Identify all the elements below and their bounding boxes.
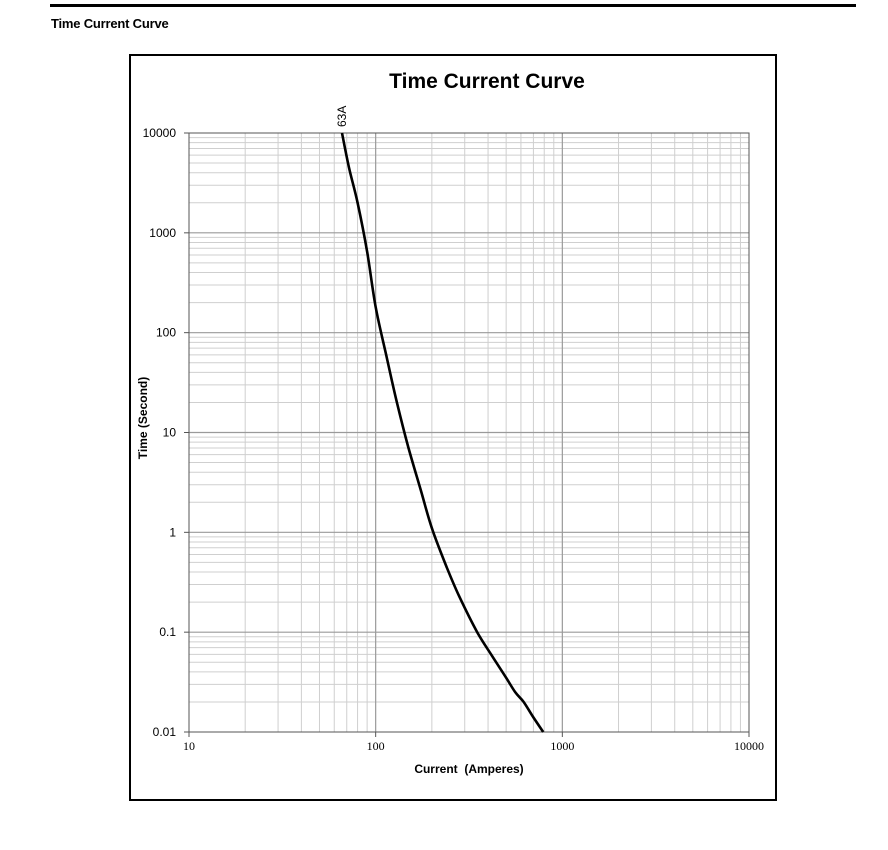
y-tick-label: 10 <box>163 426 177 440</box>
x-tick-label: 10000 <box>734 739 764 753</box>
y-tick-label: 1000 <box>149 226 176 240</box>
x-tick-label: 10 <box>183 739 195 753</box>
x-tick-label: 1000 <box>550 739 574 753</box>
x-tick-label: 100 <box>367 739 385 753</box>
y-tick-label: 0.1 <box>159 625 176 639</box>
y-axis-label: Time (Second) <box>136 377 150 459</box>
chart-frame <box>129 54 777 801</box>
section-heading: Time Current Curve <box>51 16 169 31</box>
y-tick-label: 0.01 <box>153 725 177 739</box>
x-axis-label: Current (Amperes) <box>414 762 523 776</box>
series-group: 63A <box>335 106 545 733</box>
chart-title: Time Current Curve <box>389 70 585 93</box>
y-tick-labels: 10000 1000 100 10 1 0.1 0.01 <box>143 126 189 739</box>
major-grid <box>189 133 749 732</box>
x-tick-labels: 10 100 1000 10000 <box>183 732 764 753</box>
y-tick-label: 1 <box>169 525 176 539</box>
series-label: 63A <box>335 106 349 127</box>
top-rule <box>50 4 856 7</box>
y-tick-label: 100 <box>156 326 176 340</box>
series-curve-63A <box>340 132 545 733</box>
y-tick-label: 10000 <box>143 126 177 140</box>
